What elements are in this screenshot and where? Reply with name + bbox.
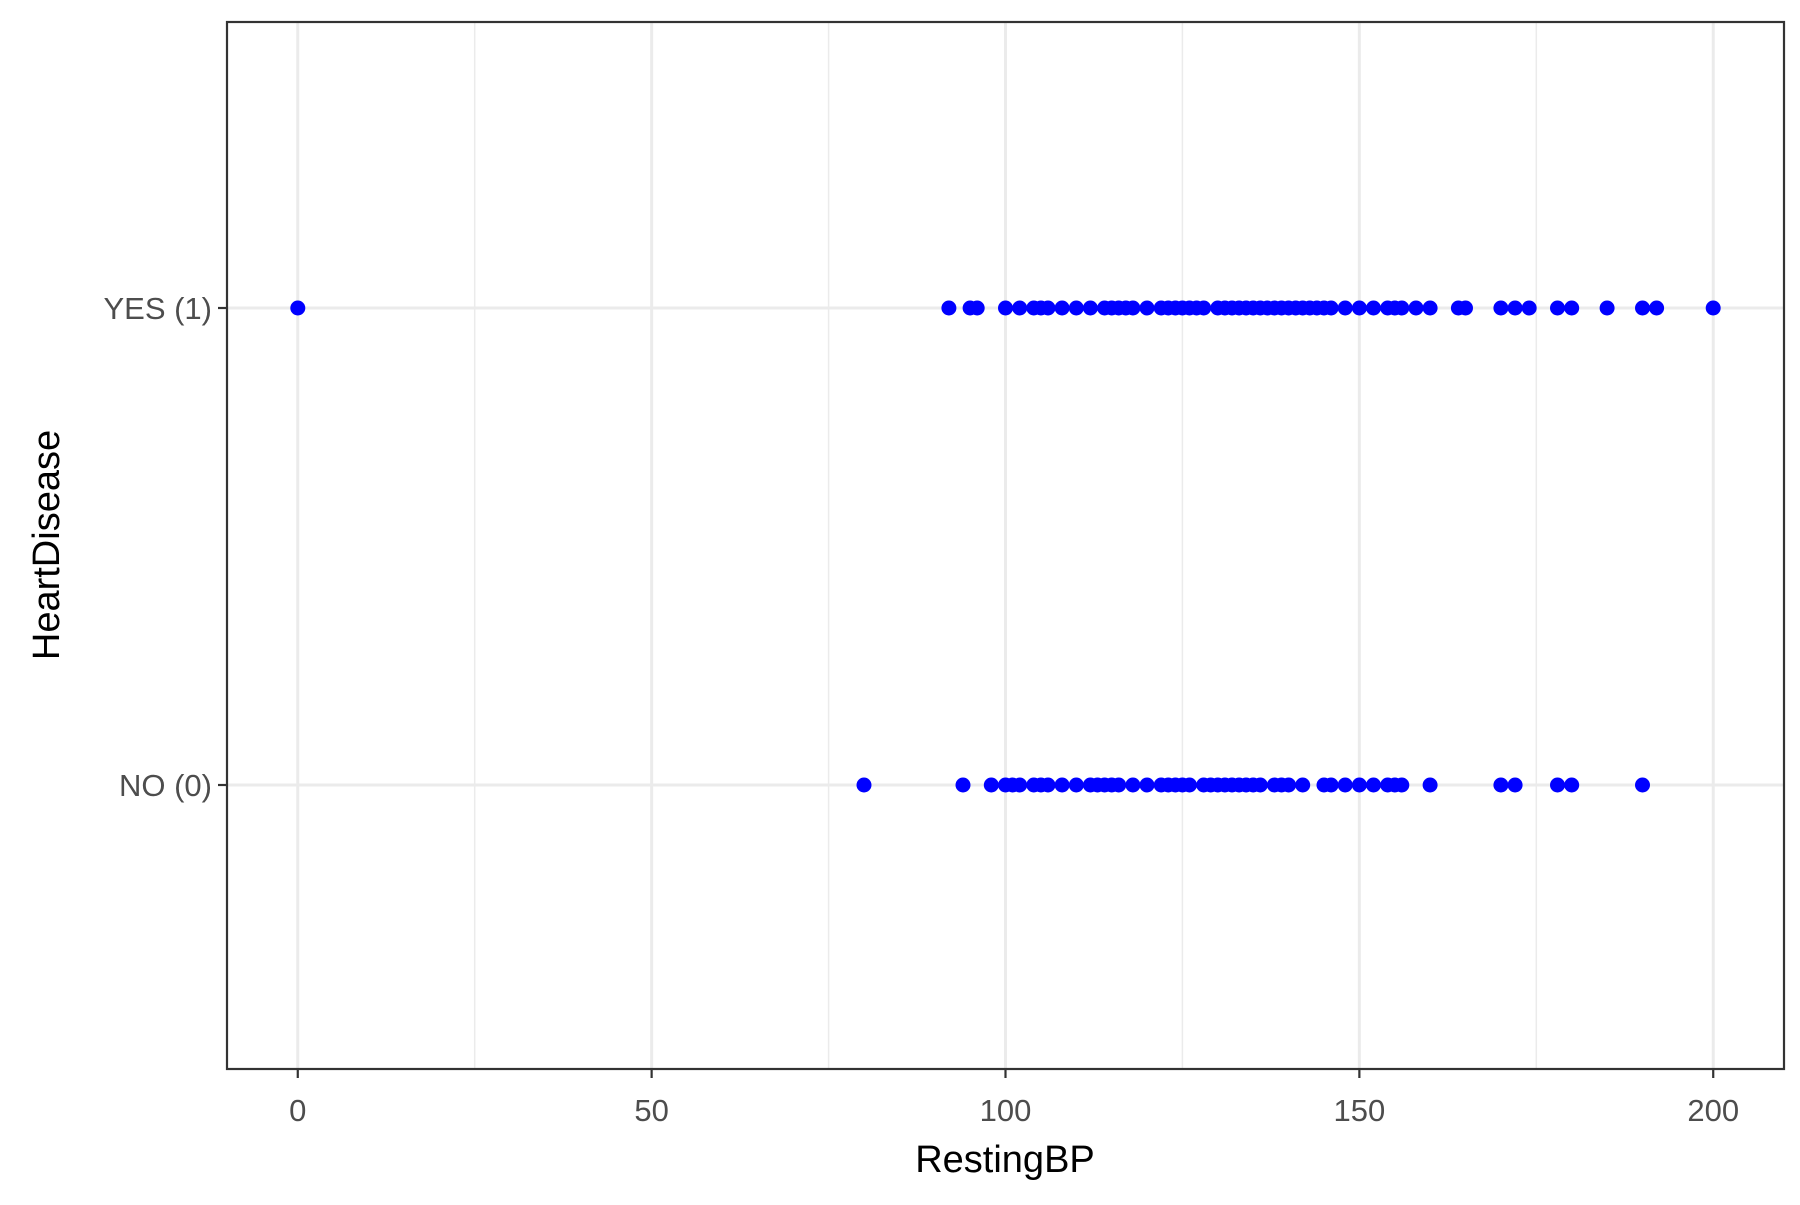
data-point xyxy=(1139,300,1155,316)
x-axis-title: RestingBP xyxy=(915,1139,1095,1181)
data-point xyxy=(1408,300,1424,316)
y-axis-title: HeartDisease xyxy=(26,430,68,660)
x-tick-label: 100 xyxy=(980,1093,1032,1128)
data-point xyxy=(1068,300,1084,316)
data-point xyxy=(1281,777,1297,793)
data-point xyxy=(1564,777,1580,793)
data-point xyxy=(1649,300,1665,316)
data-point xyxy=(1337,300,1353,316)
data-point xyxy=(1550,777,1565,793)
y-tick-label: NO (0) xyxy=(119,768,212,803)
data-point xyxy=(1507,777,1523,793)
data-point xyxy=(1252,777,1268,793)
data-point xyxy=(1295,777,1311,793)
data-point xyxy=(1564,300,1580,316)
data-point xyxy=(1422,300,1438,316)
y-tick-label: YES (1) xyxy=(103,291,212,326)
data-point xyxy=(1054,777,1070,793)
data-point xyxy=(1635,300,1650,316)
data-point xyxy=(1550,300,1565,316)
x-tick-label: 150 xyxy=(1333,1093,1385,1128)
data-point xyxy=(1054,300,1070,316)
data-point xyxy=(1635,777,1650,793)
data-point xyxy=(969,300,985,316)
data-point xyxy=(1040,777,1056,793)
data-point xyxy=(1521,300,1537,316)
data-point xyxy=(1111,777,1127,793)
x-tick-label: 50 xyxy=(634,1093,668,1128)
data-point xyxy=(1323,777,1339,793)
data-point xyxy=(1394,777,1410,793)
data-point xyxy=(1507,300,1523,316)
data-point xyxy=(941,300,957,316)
data-point xyxy=(1012,300,1028,316)
data-point xyxy=(1493,300,1509,316)
data-point xyxy=(856,777,872,793)
data-point xyxy=(998,300,1013,316)
data-point xyxy=(1394,300,1410,316)
data-point xyxy=(1040,300,1056,316)
data-point xyxy=(1196,300,1212,316)
data-point xyxy=(1139,777,1155,793)
x-tick-label: 200 xyxy=(1687,1093,1739,1128)
data-point xyxy=(1323,300,1339,316)
data-point xyxy=(290,300,306,316)
points-layer xyxy=(290,300,1721,793)
data-point xyxy=(1012,777,1028,793)
axis-layer: 0 50 100 150 200 NO (0) YES (1) xyxy=(103,291,1739,1128)
data-point xyxy=(1705,300,1721,316)
data-point xyxy=(1493,777,1509,793)
data-point xyxy=(983,777,999,793)
data-point xyxy=(1458,300,1473,316)
data-point xyxy=(1351,300,1367,316)
data-point xyxy=(1366,300,1381,316)
data-point xyxy=(1125,300,1141,316)
data-point xyxy=(1125,777,1141,793)
data-point xyxy=(1422,777,1438,793)
x-tick-label: 0 xyxy=(289,1093,306,1128)
data-point xyxy=(1599,300,1615,316)
data-point xyxy=(1082,300,1098,316)
data-point xyxy=(1182,777,1197,793)
data-point xyxy=(1337,777,1353,793)
data-point xyxy=(1068,777,1084,793)
data-point xyxy=(1351,777,1367,793)
data-point xyxy=(955,777,971,793)
data-point xyxy=(1366,777,1381,793)
grid-layer xyxy=(227,22,1784,1069)
